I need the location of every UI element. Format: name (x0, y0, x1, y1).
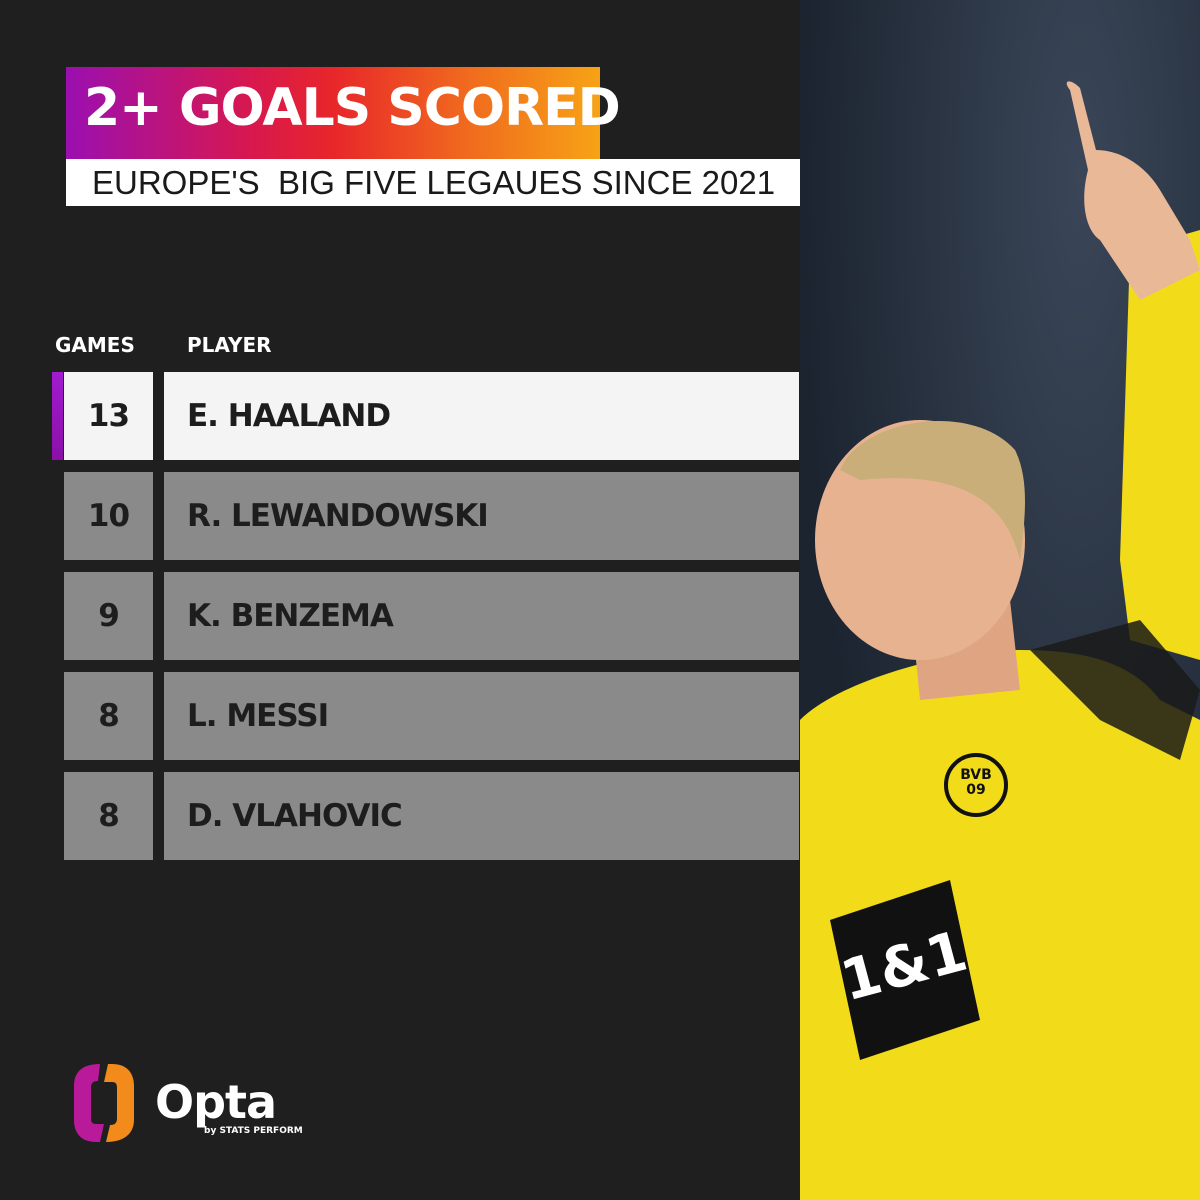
subtitle-banner (66, 159, 815, 206)
opta-logo-text: Opta (155, 1075, 277, 1129)
opta-logo-tagline: by STATS PERFORM (204, 1126, 303, 1136)
page-subtitle: EUROPE'S BIG FIVE LEGAUES SINCE 2021 (92, 164, 776, 201)
column-header-games: GAMES (55, 333, 135, 357)
player-cell: D. VLAHOVIC (164, 772, 799, 860)
title-banner (66, 67, 600, 159)
player-cell: K. BENZEMA (164, 572, 799, 660)
club-badge-icon (944, 753, 1008, 817)
player-illustration: 1&1 (800, 81, 1200, 1200)
club-badge-text: BVB 09 (960, 767, 992, 798)
opta-logo-icon (74, 1064, 134, 1142)
page-title: 2+ GOALS SCORED (84, 78, 621, 138)
column-header-player: PLAYER (187, 333, 272, 357)
games-cell: 10 (64, 472, 153, 560)
player-cell: E. HAALAND (164, 372, 799, 460)
games-cell: 8 (64, 772, 153, 860)
player-cell: R. LEWANDOWSKI (164, 472, 799, 560)
games-cell: 13 (64, 372, 153, 460)
games-cell: 8 (64, 672, 153, 760)
player-photo: 1&1 (800, 0, 1200, 1200)
player-cell: L. MESSI (164, 672, 799, 760)
highlight-accent (52, 372, 63, 460)
games-cell: 9 (64, 572, 153, 660)
